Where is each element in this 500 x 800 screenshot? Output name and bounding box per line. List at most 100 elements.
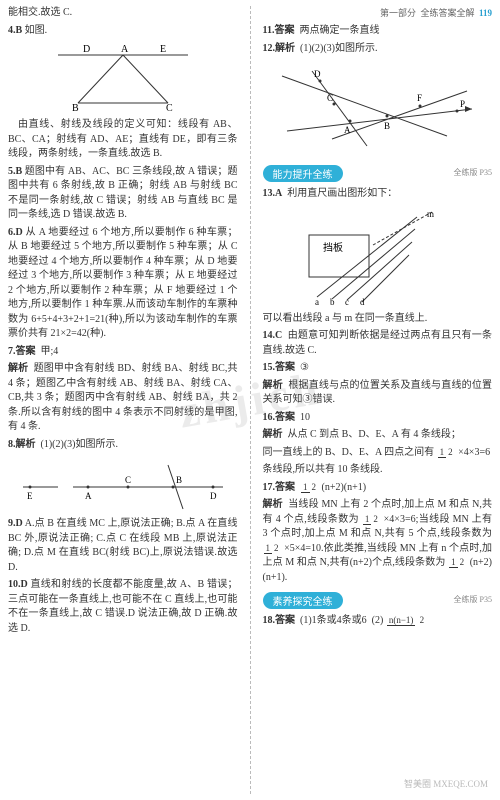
- figure-4: D A E B C: [48, 43, 198, 113]
- q9-text: A.点 B 在直线 MC 上,原说法正确; B.点 A 在直线 BC 外,原说法…: [8, 518, 238, 573]
- q15-ans: ③: [300, 362, 309, 373]
- q5-text: 题图中有 AB、AC、BC 三条线段,故 A 错误；题图中共有 6 条射线,故 …: [8, 166, 238, 221]
- q4-num: 4.B: [8, 25, 22, 36]
- fig4-E: E: [160, 44, 166, 55]
- q12-label: 12.解析: [263, 43, 296, 54]
- svg-text:D: D: [314, 69, 321, 79]
- q5-num: 5.B: [8, 166, 22, 177]
- section-2-title: 素养探究全练: [263, 592, 343, 609]
- figure-13: 挡板 a b c d m: [297, 207, 457, 307]
- q13: 13.A 利用直尺画出图形如下：: [263, 187, 493, 202]
- q17-formula: (n+2)(n+1): [322, 482, 367, 493]
- fig4-D: D: [83, 44, 90, 55]
- q10-num: 10.D: [8, 579, 28, 590]
- q15-label: 15.答案: [263, 362, 296, 373]
- q14-text: 由题意可知判断依据是经过两点有且只有一条直线.故选 C.: [263, 330, 493, 356]
- frac-half-2: 12: [301, 483, 318, 492]
- q16-expl: 解析 从点 C 到点 B、D、E、A 有 4 条线段；: [263, 428, 493, 443]
- svg-text:C: C: [327, 93, 333, 103]
- frac-half-4: 12: [264, 544, 281, 553]
- q11: 11.答案 两点确定一条直线: [263, 24, 493, 39]
- q7-expl: 解析 题图甲中含有射线 BD、射线 BA、射线 BC,共 4 条；题图乙中含有射…: [8, 362, 238, 435]
- q18-a: (1)1条或4条或6: [300, 615, 367, 626]
- q13-text: 利用直尺画出图形如下：: [287, 188, 397, 199]
- q16-expl2: 同一直线上的 B、D、E、A 四点之间有 12 ×4×3=6: [263, 446, 493, 461]
- q16-expl-label: 解析: [263, 429, 283, 440]
- q8: 8.解析 (1)(2)(3)如图所示.: [8, 438, 238, 453]
- q16-ans: 10: [300, 412, 310, 423]
- svg-text:A: A: [85, 491, 92, 501]
- q7-answer: 甲;4: [41, 346, 59, 357]
- q7: 7.答案 甲;4: [8, 345, 238, 360]
- corner-watermark: 智美圈 MXEQE.COM: [404, 779, 488, 790]
- q5: 5.B 题图中有 AB、AC、BC 三条线段,故 A 错误；题图中共有 6 条射…: [8, 165, 238, 223]
- svg-text:E: E: [27, 491, 33, 501]
- q15: 15.答案 ③: [263, 361, 493, 376]
- q16-expl2b: ×4×3=6: [458, 447, 490, 458]
- svg-text:c: c: [345, 297, 349, 307]
- q18-label: 18.答案: [263, 615, 296, 626]
- q18: 18.答案 (1)1条或4条或6 (2) n(n−1) 2: [263, 614, 493, 629]
- svg-text:F: F: [417, 93, 422, 103]
- svg-text:D: D: [210, 491, 217, 501]
- svg-text:B: B: [176, 475, 182, 485]
- q6-num: 6.D: [8, 227, 23, 238]
- q9-num: 9.D: [8, 518, 23, 529]
- svg-text:m: m: [427, 209, 434, 219]
- fig4-B: B: [72, 103, 79, 113]
- q12: 12.解析 (1)(2)(3)如图所示.: [263, 42, 493, 57]
- q15-expl-text: 根据直线与点的位置关系及直线与直线的位置关系可知③错误.: [263, 380, 493, 406]
- q17-expl-label: 解析: [263, 499, 283, 510]
- section-2-row: 素养探究全练 全练版 P35: [263, 588, 493, 611]
- section-2-ref: 全练版 P35: [454, 594, 492, 605]
- q7-expl-text: 题图甲中含有射线 BD、射线 BA、射线 BC,共 4 条；题图乙中含有射线 A…: [8, 363, 238, 432]
- section-1-ref: 全练版 P35: [454, 167, 492, 178]
- fig4-C: C: [166, 103, 173, 113]
- q17: 17.答案 12 (n+2)(n+1): [263, 481, 493, 496]
- q16: 16.答案 10: [263, 411, 493, 426]
- q8-text: (1)(2)(3)如图所示.: [41, 439, 118, 450]
- svg-text:B: B: [384, 121, 390, 131]
- q17-expl: 解析 当线段 MN 上有 2 个点时,加上点 M 和点 N,共有 4 个点,线段…: [263, 498, 493, 585]
- q16-expl2a: 同一直线上的 B、D、E、A 四点之间有: [263, 447, 435, 458]
- q7-expl-label: 解析: [8, 363, 28, 374]
- page-header: 第一部分 全练答案全解 119: [263, 6, 493, 19]
- page: 能相交.故选 C. 4.B 如图. D A E B C 由直线、射线及线段的定义…: [0, 0, 500, 800]
- q6-text: 从 A 地要经过 6 个地方,所以要制作 6 种车票；从 B 地要经过 5 个地…: [8, 227, 238, 340]
- q11-label: 11.答案: [263, 25, 295, 36]
- header-part: 第一部分: [380, 8, 416, 18]
- right-column: 第一部分 全练答案全解 119 11.答案 两点确定一条直线 12.解析 (1)…: [263, 6, 493, 794]
- q16-label: 16.答案: [263, 412, 296, 423]
- frac-half-3: 12: [363, 515, 380, 524]
- q7-label: 7.答案: [8, 346, 36, 357]
- svg-text:A: A: [344, 125, 351, 135]
- svg-text:d: d: [360, 297, 365, 307]
- column-divider: [250, 6, 251, 794]
- q11-text: 两点确定一条直线: [299, 25, 379, 36]
- q13-num: 13.A: [263, 188, 283, 199]
- intro-line: 能相交.故选 C.: [8, 6, 238, 21]
- q4-line: 4.B 如图.: [8, 24, 238, 39]
- q14-num: 14.C: [263, 330, 283, 341]
- q10-text: 直线和射线的长度都不能度量,故 A、B 错误；三点可能在一条直线上,也可能不在 …: [8, 579, 238, 634]
- q10: 10.D 直线和射线的长度都不能度量,故 A、B 错误；三点可能在一条直线上,也…: [8, 578, 238, 636]
- header-title: 全练答案全解: [420, 8, 474, 18]
- q9: 9.D A.点 B 在直线 MC 上,原说法正确; B.点 A 在直线 BC 外…: [8, 517, 238, 575]
- figure-8: E A C B D: [18, 457, 228, 512]
- q18-frac-num: n(n−1): [387, 615, 416, 626]
- q18-frac: n(n−1) 2: [387, 616, 426, 625]
- fig4-A: A: [121, 44, 129, 55]
- q6: 6.D 从 A 地要经过 6 个地方,所以要制作 6 种车票；从 B 地要经过 …: [8, 226, 238, 342]
- q16-expl3: 条线段,所以共有 10 条线段.: [263, 463, 493, 478]
- q4-tail: 如图.: [25, 25, 48, 36]
- q16-expl1: 从点 C 到点 B、D、E、A 有 4 条线段；: [288, 429, 461, 440]
- frac-half-5: 12: [449, 558, 466, 567]
- figure-12: D C A B F P: [272, 61, 482, 156]
- left-column: 能相交.故选 C. 4.B 如图. D A E B C 由直线、射线及线段的定义…: [8, 6, 238, 794]
- q15-expl-label: 解析: [263, 380, 283, 391]
- q13-note: 可以看出线段 a 与 m 在同一条直线上.: [263, 312, 493, 327]
- q15-expl: 解析 根据直线与点的位置关系及直线与直线的位置关系可知③错误.: [263, 379, 493, 408]
- frac-half-1: 12: [438, 448, 455, 457]
- q8-label: 8.解析: [8, 439, 36, 450]
- svg-text:b: b: [330, 297, 335, 307]
